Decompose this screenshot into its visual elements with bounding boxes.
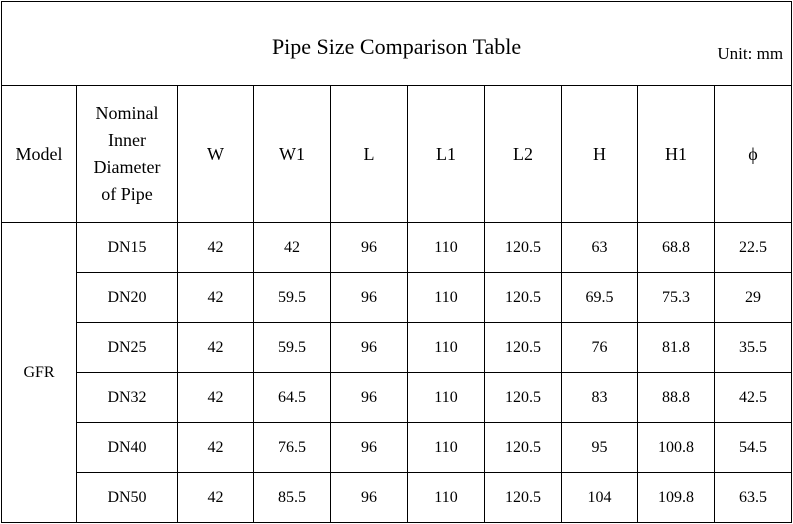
value-cell: 120.5	[484, 272, 562, 323]
value-cell: 42	[177, 222, 254, 273]
size-cell: DN32	[76, 372, 178, 423]
data-row: DN20 42 59.5 96 110 120.5 69.5 75.3 29	[2, 272, 793, 323]
size-cell: DN25	[76, 322, 178, 373]
value-cell: 42	[177, 272, 254, 323]
value-cell: 68.8	[637, 222, 715, 273]
size-cell: DN50	[76, 472, 178, 523]
value-cell: 69.5	[561, 272, 638, 323]
value-cell: 76.5	[253, 422, 331, 473]
value-cell: 109.8	[637, 472, 715, 523]
value-cell: 85.5	[253, 472, 331, 523]
value-cell: 63.5	[713, 472, 793, 523]
column-header: L	[330, 85, 408, 223]
value-cell: 42	[177, 422, 254, 473]
value-cell: 110	[407, 422, 485, 473]
column-header: H1	[637, 85, 715, 223]
title-cell: Pipe Size Comparison Table Unit: mm	[0, 1, 793, 86]
column-header: L2	[484, 85, 562, 223]
value-cell: 59.5	[253, 272, 331, 323]
column-header: Nominal Inner Diameter of Pipe	[76, 85, 178, 223]
value-cell: 100.8	[637, 422, 715, 473]
value-cell: 63	[561, 222, 638, 273]
value-cell: 96	[330, 372, 408, 423]
column-header: W	[177, 85, 254, 223]
value-cell: 76	[561, 322, 638, 373]
value-cell: 110	[407, 472, 485, 523]
value-cell: 120.5	[484, 372, 562, 423]
value-cell: 54.5	[713, 422, 793, 473]
value-cell: 75.3	[637, 272, 715, 323]
data-row: DN25 42 59.5 96 110 120.5 76 81.8 35.5	[2, 322, 793, 373]
value-cell: 120.5	[484, 472, 562, 523]
column-header: Model	[1, 85, 77, 223]
value-cell: 59.5	[253, 322, 331, 373]
value-cell: 95	[561, 422, 638, 473]
value-cell: 96	[330, 472, 408, 523]
value-cell: 42.5	[713, 372, 793, 423]
value-cell: 83	[561, 372, 638, 423]
value-cell: 120.5	[484, 222, 562, 273]
table-title: Pipe Size Comparison Table	[271, 34, 522, 59]
value-cell: 120.5	[484, 422, 562, 473]
value-cell: 110	[407, 322, 485, 373]
value-cell: 96	[330, 272, 408, 323]
column-header: L1	[407, 85, 485, 223]
size-cell: DN40	[76, 422, 178, 473]
value-cell: 110	[407, 372, 485, 423]
data-row: GFR DN15 42 42 96 110 120.5 63 68.8 22.5	[1, 222, 793, 523]
size-cell: DN15	[76, 222, 178, 273]
value-cell: 96	[330, 222, 408, 273]
value-cell: 96	[330, 422, 408, 473]
value-cell: 64.5	[253, 372, 331, 423]
value-cell: 96	[330, 322, 408, 373]
value-cell: 22.5	[713, 222, 793, 273]
column-header: H	[561, 85, 638, 223]
value-cell: 42	[177, 322, 254, 373]
value-cell: 42	[177, 372, 254, 423]
header-row: Model Nominal Inner Diameter of Pipe W W1 L L…	[1, 85, 793, 223]
size-cell: DN20	[76, 272, 178, 323]
value-cell: 35.5	[713, 322, 793, 373]
value-cell: 120.5	[484, 322, 562, 373]
value-cell: 104	[561, 472, 638, 523]
data-row: DN40 42 76.5 96 110 120.5 95 100.8 54.5	[2, 422, 793, 473]
value-cell: 29	[713, 272, 793, 323]
value-cell: 81.8	[637, 322, 715, 373]
value-cell: 42	[253, 222, 331, 273]
unit-label: Unit: mm	[717, 44, 784, 63]
data-row: DN32 42 64.5 96 110 120.5 83 88.8 42.5	[2, 372, 793, 423]
model-cell: GFR	[1, 222, 77, 523]
value-cell: 110	[407, 222, 485, 273]
column-header: W1	[253, 85, 331, 223]
column-header: ϕ	[713, 85, 793, 223]
value-cell: 88.8	[637, 372, 715, 423]
data-row: DN50 42 85.5 96 110 120.5 104 109.8 63.5	[2, 472, 793, 523]
value-cell: 42	[177, 472, 254, 523]
value-cell: 110	[407, 272, 485, 323]
